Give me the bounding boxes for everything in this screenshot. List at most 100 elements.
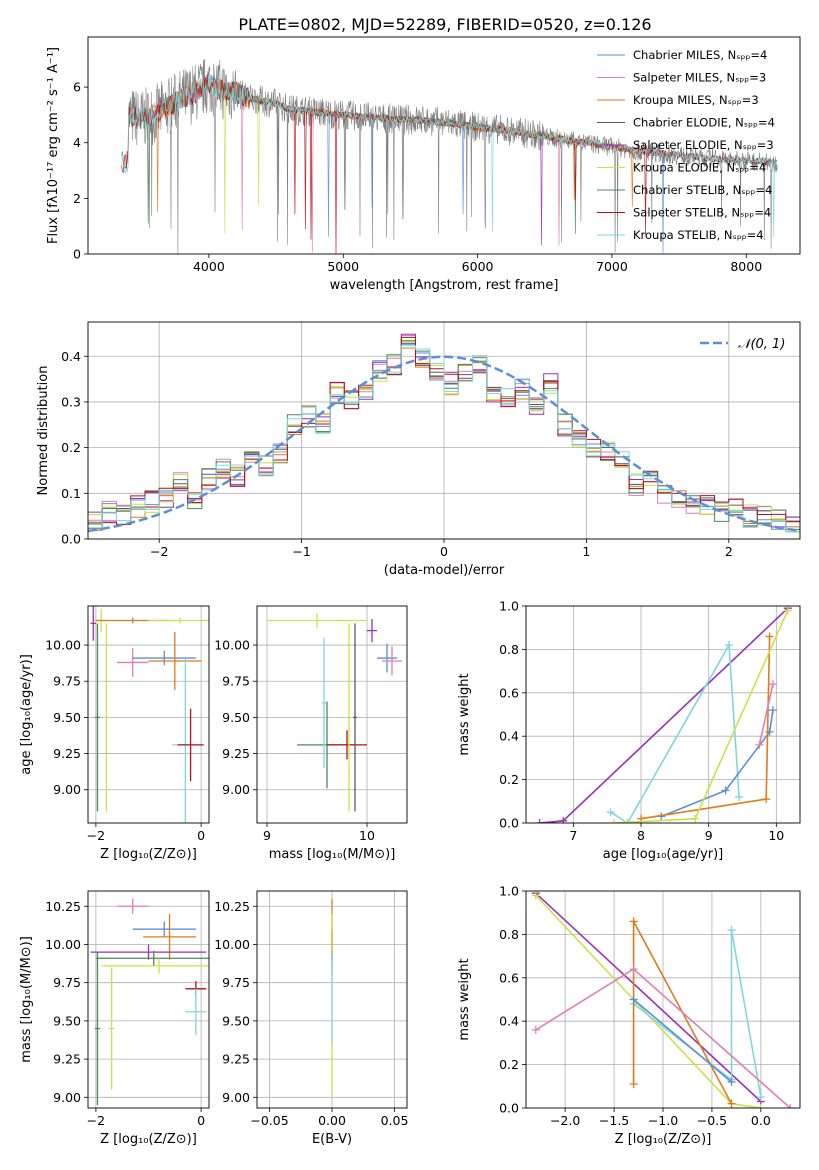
y-tick-label: 10.00 — [45, 937, 81, 952]
panel-residual-distribution: −2 −1 0 1 2 0.0 0.1 0.2 0.3 0.4 (data-model)/error… — [36, 321, 801, 578]
y-tick-label: 9.25 — [222, 746, 250, 761]
legend-label: Salpeter STELIB, Nₛₚₚ=4 — [633, 206, 771, 220]
x-tick-label: −2 — [150, 544, 168, 559]
y-tick-label: 0.2 — [499, 1057, 519, 1072]
y-axis-label: mass weight — [457, 958, 472, 1040]
axes-frame — [87, 321, 801, 540]
x-tick-label: 10 — [359, 828, 375, 843]
weight-point-marker — [629, 917, 638, 926]
y-tick-label: 9.25 — [53, 746, 81, 761]
x-tick-label: 8 — [637, 828, 645, 843]
x-tick-label: 7 — [569, 828, 577, 843]
x-tick-label: −1.0 — [648, 1113, 678, 1128]
y-axis-label: mass weight — [457, 673, 472, 755]
weight-point-marker — [531, 1025, 540, 1034]
x-tick-label: 0 — [197, 1113, 205, 1128]
legend-label: Salpeter ELODIE, Nₛₚₚ=3 — [633, 138, 774, 152]
y-axis-label: Normed distribution — [36, 366, 51, 496]
legend-label: Chabrier STELIB, Nₛₚₚ=4 — [633, 183, 772, 197]
y-tick-label: 0 — [73, 247, 81, 262]
y-tick-label: 9.50 — [53, 710, 81, 725]
x-axis-label: Z [log₁₀(Z/Z⊙)] — [100, 1132, 197, 1147]
x-tick-label: 0.00 — [318, 1113, 346, 1128]
x-tick-label: 10 — [768, 828, 784, 843]
y-tick-label: 9.50 — [222, 710, 250, 725]
plot-area — [88, 322, 800, 539]
weight-point-marker — [623, 819, 632, 823]
y-axis-label: mass [log₁₀(M/M⊙)] — [19, 936, 34, 1063]
plot-area — [526, 606, 800, 823]
y-tick-label: 0.2 — [61, 440, 81, 455]
y-tick-label: 1.0 — [499, 599, 519, 614]
plot-area — [257, 606, 407, 823]
y-tick-label: 0.6 — [499, 685, 519, 700]
y-tick-label: 2 — [73, 191, 81, 206]
weight-point-marker — [768, 680, 777, 689]
y-tick-label: 9.75 — [222, 674, 250, 689]
weight-line-kroupa_elodie — [535, 894, 762, 1108]
axes-frame — [87, 36, 801, 255]
axes-frame — [87, 605, 210, 824]
y-tick-label: 9.75 — [53, 674, 81, 689]
x-tick-label: 7000 — [596, 259, 628, 274]
model-spectrum-kroupa_stelib — [121, 74, 778, 238]
y-tick-label: 9.00 — [53, 782, 81, 797]
axes-frame — [525, 605, 801, 824]
y-tick-label: 0.0 — [499, 1101, 519, 1116]
weight-point-marker — [727, 926, 736, 935]
y-tick-label: 0.0 — [61, 532, 81, 547]
x-tick-label: −2 — [87, 828, 105, 843]
histogram-kroupa_stelib — [88, 345, 800, 533]
plot-area — [88, 606, 209, 823]
y-tick-label: 10.00 — [214, 638, 250, 653]
x-tick-label: 6000 — [462, 259, 494, 274]
x-tick-label: 0 — [440, 544, 448, 559]
panel-mass-weight-vs-Z: −2.0 −1.5 −1.0 −0.5 0.0 0.0 0.2 0.4 0.6 0.8 1.0 Z [… — [457, 884, 801, 1147]
x-axis-label: Z [log₁₀(Z/Z⊙)] — [100, 847, 197, 862]
weight-point-marker — [768, 706, 777, 715]
plot-area — [257, 891, 407, 1108]
y-tick-label: 9.50 — [222, 1013, 250, 1028]
y-tick-label: 10.00 — [45, 638, 81, 653]
x-tick-label: −0.5 — [697, 1113, 727, 1128]
x-tick-label: −2.0 — [550, 1113, 580, 1128]
x-axis-label: wavelength [Angstrom, rest frame] — [330, 278, 559, 293]
panel-mass-vs-Z: −2 0 9.00 9.25 9.50 9.75 10.00 10.25 Z [log₁₀(Z/… — [19, 890, 210, 1147]
y-tick-label: 9.00 — [222, 782, 250, 797]
x-tick-label: −0.05 — [250, 1113, 288, 1128]
y-tick-label: 0.0 — [499, 816, 519, 831]
x-tick-label: 0 — [197, 828, 205, 843]
figure-title: PLATE=0802, MJD=52289, FIBERID=0520, z=0… — [238, 15, 651, 34]
y-tick-label: 1.0 — [499, 884, 519, 899]
y-tick-label: 9.75 — [222, 975, 250, 990]
y-tick-label: 9.75 — [53, 975, 81, 990]
y-tick-label: 9.00 — [222, 1090, 250, 1105]
legend-label: 𝒩(0, 1) — [738, 337, 785, 352]
x-tick-label: 5000 — [327, 259, 359, 274]
weight-point-marker — [609, 819, 618, 823]
weight-point-marker — [629, 965, 638, 974]
gaussian-curve — [88, 355, 800, 533]
y-tick-label: 0.8 — [499, 642, 519, 657]
weight-point-marker — [531, 891, 540, 900]
y-tick-label: 6 — [73, 80, 81, 95]
weight-point-marker — [756, 1104, 765, 1108]
y-tick-label: 0.2 — [499, 772, 519, 787]
weight-point-marker — [765, 632, 774, 641]
panel-spectrum: 4000 5000 6000 7000 8000 0 2 4 6 wavelength [Angs… — [46, 36, 801, 293]
y-tick-label: 4 — [73, 135, 81, 150]
x-tick-label: 9 — [263, 828, 271, 843]
panel-age-vs-Z: −2 0 9.00 9.25 9.50 9.75 10.00 Z [log₁₀(Z/Z⊙)] a… — [19, 605, 210, 862]
y-tick-label: 0.1 — [61, 486, 81, 501]
y-tick-label: 9.00 — [53, 1090, 81, 1105]
y-tick-label: 10.25 — [45, 899, 81, 914]
y-tick-label: 0.4 — [61, 349, 81, 364]
weight-line-salpeter_elodie — [535, 892, 762, 1103]
x-tick-label: 0.05 — [381, 1113, 409, 1128]
x-axis-label: Z [log₁₀(Z/Z⊙)] — [615, 1132, 712, 1147]
y-axis-label: age [log₁₀(age/yr)] — [19, 654, 34, 775]
x-tick-label: 4000 — [193, 259, 225, 274]
y-tick-label: 10.00 — [214, 937, 250, 952]
legend-label: Chabrier MILES, Nₛₚₚ=4 — [633, 48, 767, 62]
x-tick-label: 1 — [582, 544, 590, 559]
